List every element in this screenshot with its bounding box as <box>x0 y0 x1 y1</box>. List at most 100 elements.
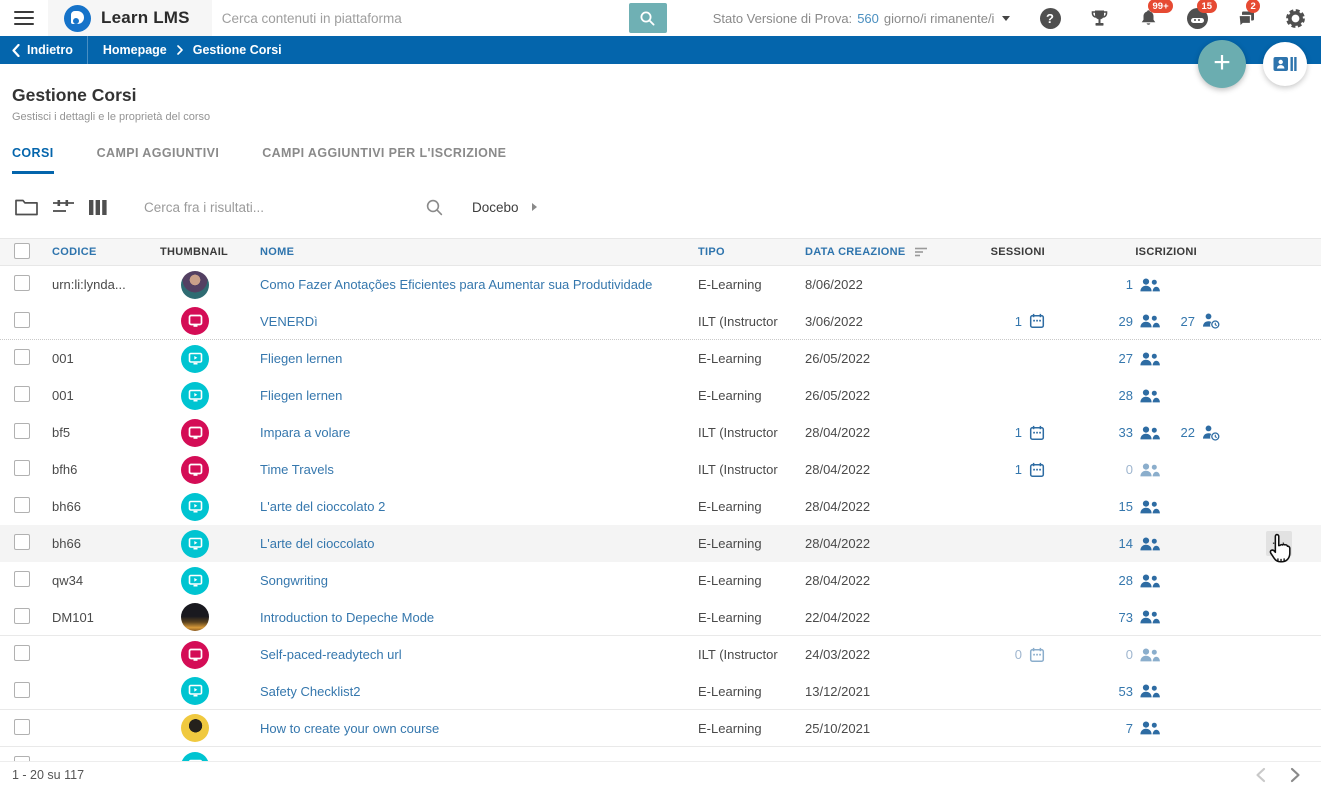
row-actions-menu-button[interactable]: ... <box>1266 531 1292 556</box>
enrollments-cell[interactable]: 33 <box>1049 425 1160 440</box>
select-all-checkbox[interactable] <box>14 242 30 259</box>
tab-corsi[interactable]: CORSI <box>12 146 54 174</box>
course-name-link[interactable]: Time Travels <box>260 462 334 477</box>
row-checkbox[interactable] <box>14 607 30 624</box>
table-row[interactable]: bf5 Impara a volare ILT (Instructor 28/0… <box>0 414 1321 451</box>
enrollments-cell[interactable]: 53 <box>1049 684 1160 699</box>
columns-button[interactable] <box>88 199 110 216</box>
enrollments-cell[interactable]: 7 <box>1049 721 1160 736</box>
course-name-link[interactable]: Introduction to Depeche Mode <box>260 609 435 625</box>
table-row[interactable]: bfh6 Time Travels ILT (Instructor 28/04/… <box>0 451 1321 488</box>
filter-button[interactable] <box>52 198 88 216</box>
notifications-button[interactable]: 99+ <box>1136 0 1174 30</box>
row-checkbox[interactable] <box>14 386 30 402</box>
enrollments-cell[interactable]: 27 <box>1049 351 1160 366</box>
table-row[interactable]: bh66 L'arte del cioccolato 2 E-Learning … <box>0 488 1321 525</box>
settings-button[interactable] <box>1283 6 1307 30</box>
triangle-right-icon <box>531 203 537 211</box>
messages-button[interactable]: 2 <box>1234 0 1261 30</box>
enrollments-cell[interactable]: 0 <box>1049 647 1160 662</box>
app-logo[interactable]: Learn LMS <box>48 0 212 36</box>
table-row[interactable]: bh66 L'arte del cioccolato E-Learning 28… <box>0 525 1321 562</box>
course-catalog-panel-button[interactable] <box>1263 42 1307 86</box>
results-search <box>144 198 444 217</box>
folder-breadcrumb[interactable]: Docebo <box>472 200 537 215</box>
column-header-codice[interactable]: CODICE <box>52 246 97 258</box>
column-header-data-creazione[interactable]: DATA CREAZIONE <box>805 246 930 258</box>
row-checkbox[interactable] <box>14 311 30 328</box>
course-name-link[interactable]: How to create your own course <box>260 720 440 736</box>
trial-status-dropdown[interactable]: Stato Versione di Prova: 560 giorno/i ri… <box>713 11 1011 26</box>
waiting-list-cell[interactable]: 27 <box>1160 313 1222 329</box>
previous-page-button[interactable] <box>1253 765 1268 785</box>
elearning-course-icon <box>188 574 202 586</box>
table-row[interactable]: Self-paced-readytech url ILT (Instructor… <box>0 636 1321 673</box>
enrollments-cell[interactable]: 0 <box>1049 462 1160 477</box>
row-checkbox[interactable] <box>14 497 30 513</box>
course-code: 001 <box>52 388 74 403</box>
course-name-link[interactable]: VENERDì <box>260 313 318 329</box>
course-name-link[interactable]: L'arte del cioccolato <box>260 536 375 551</box>
row-checkbox[interactable] <box>14 571 30 587</box>
table-row[interactable]: qw34 Songwriting E-Learning 28/04/2022 2… <box>0 562 1321 599</box>
people-icon <box>1140 463 1160 477</box>
course-name-link[interactable]: L'arte del cioccolato 2 <box>260 499 386 514</box>
row-checkbox[interactable] <box>14 423 30 439</box>
enrollments-cell[interactable]: 15 <box>1049 499 1160 514</box>
back-button[interactable]: Indietro <box>0 36 87 64</box>
sessions-cell[interactable]: 1 <box>930 462 1049 478</box>
waiting-list-cell[interactable]: 22 <box>1160 425 1222 441</box>
sessions-cell[interactable]: 1 <box>930 313 1049 329</box>
course-thumbnail <box>181 307 209 335</box>
table-row[interactable]: 001 Fliegen lernen E-Learning 26/05/2022… <box>0 340 1321 377</box>
ilt-course-icon <box>188 648 202 661</box>
table-row[interactable]: VENERDì ILT (Instructor 3/06/2022 1 29 2… <box>0 303 1321 340</box>
folder-view-button[interactable] <box>14 197 52 217</box>
help-button[interactable]: ? <box>1038 6 1062 30</box>
course-created-date: 28/04/2022 <box>805 425 871 440</box>
tab-campi-aggiuntivi-iscrizione[interactable]: CAMPI AGGIUNTIVI PER L'ISCRIZIONE <box>262 146 507 160</box>
global-search-button[interactable] <box>628 3 667 33</box>
enrollments-cell[interactable]: 28 <box>1049 573 1160 588</box>
row-checkbox[interactable] <box>14 275 30 291</box>
enrollments-cell[interactable]: 73 <box>1049 610 1160 625</box>
row-checkbox[interactable] <box>14 534 30 550</box>
results-search-input[interactable] <box>144 199 425 215</box>
course-name-link[interactable]: Impara a volare <box>260 425 351 440</box>
next-page-button[interactable] <box>1288 765 1303 785</box>
column-header-nome[interactable]: NOME <box>260 246 295 258</box>
course-name-link[interactable]: Fliegen lernen <box>260 388 343 403</box>
row-checkbox[interactable] <box>14 349 30 365</box>
enrollments-cell[interactable]: 14 <box>1049 536 1160 551</box>
people-icon <box>1140 500 1160 514</box>
course-type: E-Learning <box>698 499 762 514</box>
table-row[interactable]: How to create your own course E-Learning… <box>0 710 1321 747</box>
course-name-link[interactable]: Fliegen lernen <box>260 351 343 366</box>
sessions-cell[interactable]: 1 <box>930 425 1049 441</box>
hamburger-menu-icon[interactable] <box>14 8 34 29</box>
course-name-link[interactable]: Self-paced-readytech url <box>260 647 402 662</box>
sessions-cell[interactable]: 0 <box>930 647 1049 663</box>
table-row[interactable]: 001 Fliegen lernen E-Learning 26/05/2022… <box>0 377 1321 414</box>
row-checkbox[interactable] <box>14 681 30 698</box>
row-checkbox[interactable] <box>14 460 30 476</box>
row-checkbox[interactable] <box>14 645 30 661</box>
table-row[interactable]: DM101 Introduction to Depeche Mode E-Lea… <box>0 599 1321 636</box>
table-row[interactable]: urn:li:lynda... Como Fazer Anotações Efi… <box>0 266 1321 303</box>
table-row[interactable]: Safety Checklist2 E-Learning 13/12/2021 … <box>0 673 1321 710</box>
course-name-link[interactable]: Como Fazer Anotações Eficientes para Aum… <box>260 277 653 292</box>
column-header-tipo[interactable]: TIPO <box>698 246 725 258</box>
add-course-fab[interactable]: + <box>1198 40 1246 88</box>
global-search-input[interactable] <box>211 10 629 26</box>
row-checkbox[interactable] <box>14 718 30 735</box>
course-name-link[interactable]: Safety Checklist2 <box>260 683 361 699</box>
enrollments-cell[interactable]: 28 <box>1049 388 1160 403</box>
tab-campi-aggiuntivi[interactable]: CAMPI AGGIUNTIVI <box>96 146 220 160</box>
breadcrumb-homepage[interactable]: Homepage <box>102 43 167 57</box>
chevron-down-icon <box>1002 15 1011 21</box>
gamification-button[interactable] <box>1087 6 1111 30</box>
assistant-button[interactable]: 15 <box>1185 0 1217 30</box>
enrollments-cell[interactable]: 29 <box>1049 314 1160 329</box>
enrollments-cell[interactable]: 1 <box>1049 277 1160 292</box>
course-name-link[interactable]: Songwriting <box>260 573 328 588</box>
